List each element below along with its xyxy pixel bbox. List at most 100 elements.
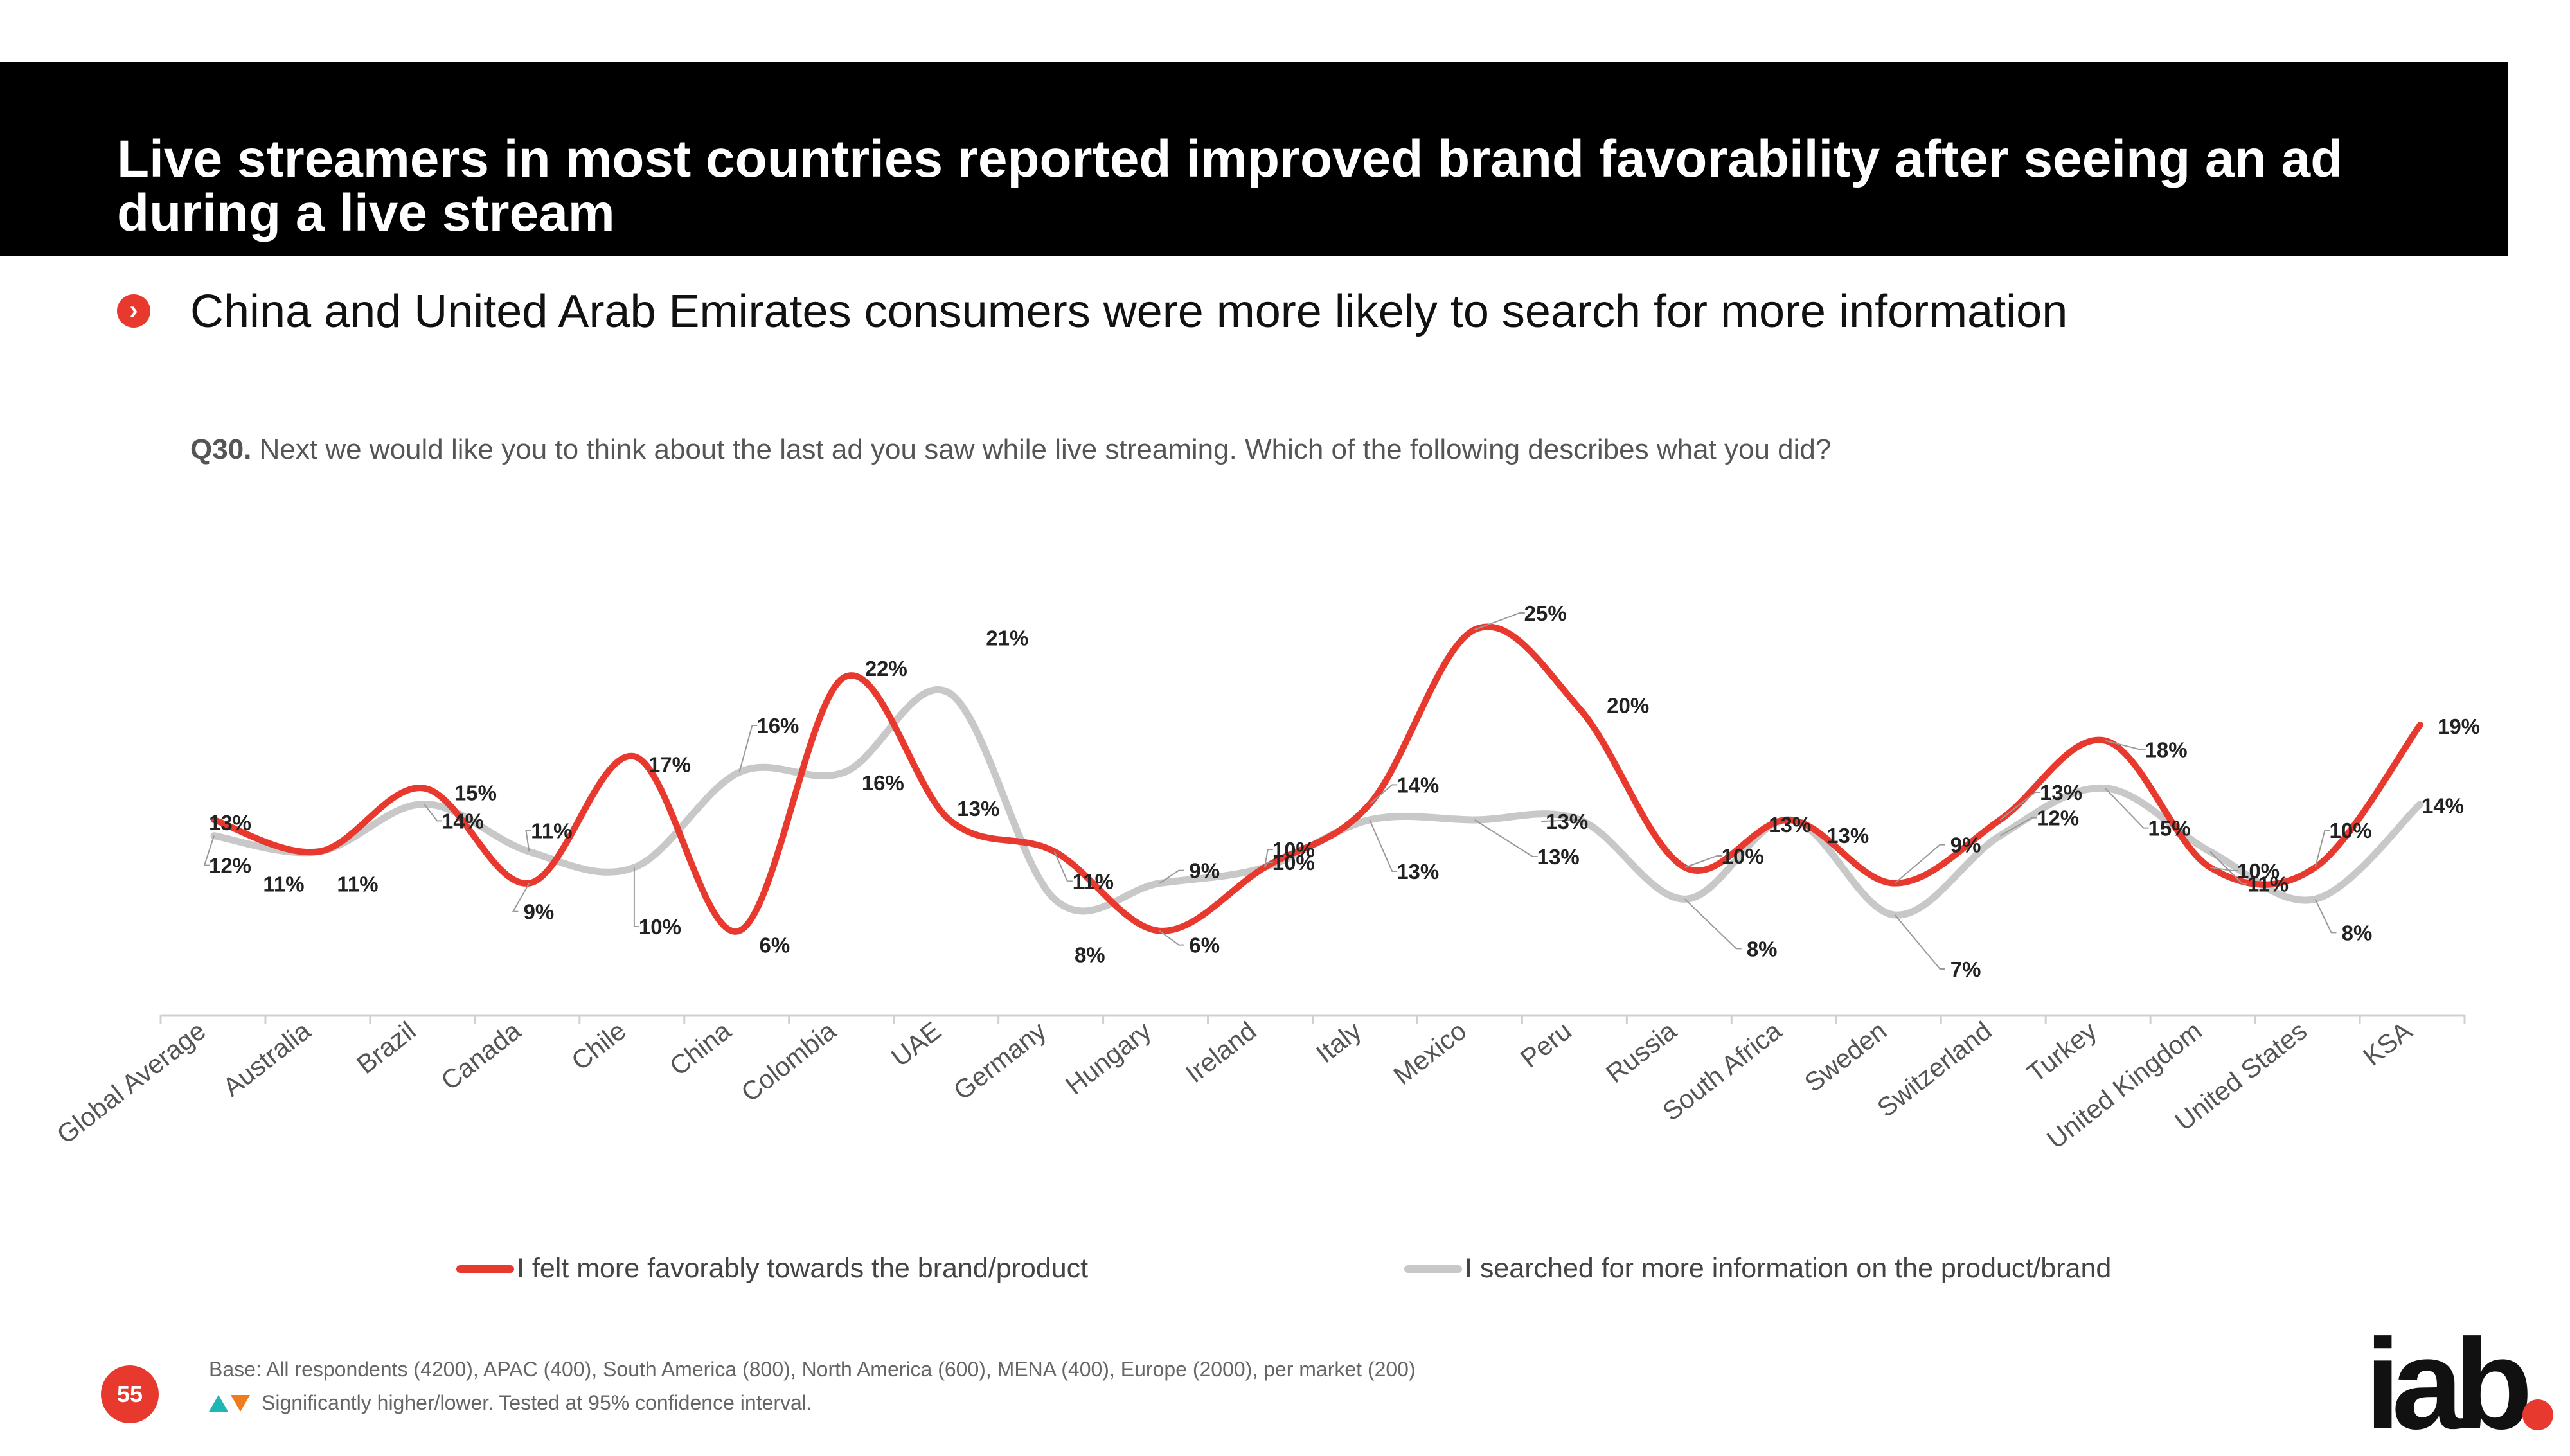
data-label: 21% — [986, 626, 1028, 650]
x-tick-labels: Global Average Australia Brazil Canada Chile… — [51, 1015, 2418, 1154]
leader-line — [1474, 612, 1525, 630]
legend-label-favorable: I felt more favorably towards the brand/… — [517, 1253, 1089, 1284]
data-label: 13% — [957, 797, 999, 821]
leader-line — [1474, 819, 1538, 857]
data-label: 14% — [442, 809, 484, 833]
x-tick-label: Russia — [1600, 1016, 1682, 1089]
x-tick-label: Hungary — [1060, 1016, 1157, 1101]
x-tick-label: Brazil — [351, 1016, 421, 1079]
data-label: 12% — [209, 854, 251, 878]
leader-line — [1053, 851, 1073, 882]
data-label: 11% — [531, 819, 572, 842]
data-label: 25% — [1524, 601, 1567, 625]
leader-line — [2209, 867, 2238, 871]
data-label: 14% — [2422, 794, 2464, 817]
legend-item-searched: I searched for more information on the p… — [1404, 1253, 2111, 1284]
data-label: 8% — [2342, 921, 2373, 945]
series-line-favorable — [211, 623, 2423, 935]
data-label: 9% — [1189, 859, 1220, 883]
significance-note: Significantly higher/lower. Tested at 95… — [209, 1391, 812, 1415]
data-label: 13% — [1546, 810, 1588, 833]
leader-lines — [203, 612, 2337, 970]
data-label: 13% — [1769, 813, 1811, 837]
chevron-right-icon: › — [117, 294, 150, 328]
data-label: 9% — [524, 900, 555, 924]
x-tick-label: Switzerland — [1871, 1016, 1997, 1123]
leader-line — [1999, 791, 2041, 821]
legend-item-favorable: I felt more favorably towards the brand/… — [456, 1253, 1088, 1284]
page-title: Live streamers in most countries reporte… — [117, 130, 2343, 242]
data-label: 11% — [337, 872, 378, 896]
x-tick-label: Chile — [566, 1016, 631, 1076]
leader-line — [2104, 787, 2149, 829]
data-label: 7% — [1950, 957, 1981, 981]
leader-line — [1159, 869, 1184, 884]
data-label: 19% — [2438, 715, 2480, 738]
leader-line — [1541, 819, 1580, 822]
leader-line — [1684, 855, 1722, 868]
data-label: 13% — [209, 811, 251, 835]
series-lines — [210, 623, 2424, 935]
page-number: 55 — [101, 1365, 159, 1423]
leader-line — [1894, 844, 1945, 884]
leader-line — [633, 867, 639, 927]
leader-line — [1263, 862, 1273, 868]
data-label: 6% — [760, 934, 790, 957]
x-tick-label: Turkey — [2021, 1016, 2102, 1088]
data-label: 17% — [648, 752, 691, 776]
x-tick-label: Colombia — [736, 1016, 842, 1108]
x-tick-label: Ireland — [1180, 1016, 1262, 1088]
data-label: 10% — [639, 915, 681, 939]
data-label: 11% — [2247, 872, 2289, 896]
x-axis — [159, 1014, 2466, 1024]
data-label: 10% — [1272, 838, 1315, 862]
leader-line — [1263, 849, 1273, 868]
series-line-searched — [210, 686, 2424, 919]
leader-line — [2209, 851, 2248, 885]
data-label: 10% — [1722, 844, 1764, 868]
x-tick-label: Canada — [435, 1016, 526, 1096]
data-labels: 13% 11% 15% 9% 17% 6% 22% 13% 11% 6% 10% 14% 25% 20% 1… — [209, 601, 2480, 981]
x-tick-label: UAE — [886, 1016, 947, 1072]
leader-line — [2105, 740, 2146, 750]
leader-line — [1369, 819, 1398, 872]
data-label: 15% — [454, 781, 497, 805]
data-label: 8% — [1747, 937, 1778, 961]
x-tick-label: Germany — [948, 1016, 1052, 1106]
leader-line — [1369, 784, 1398, 805]
leader-line — [1684, 898, 1742, 950]
data-label: 8% — [1075, 943, 1105, 966]
data-label: 10% — [2237, 859, 2280, 883]
leader-line — [424, 803, 442, 822]
x-tick-label: Mexico — [1388, 1016, 1472, 1090]
data-label: 20% — [1607, 693, 1649, 717]
data-label: 11% — [263, 872, 304, 896]
legend-swatch-gray — [1404, 1265, 1462, 1273]
subtitle: China and United Arab Emirates consumers… — [190, 286, 2068, 337]
x-tick-label: Global Average — [51, 1016, 211, 1150]
data-label: 6% — [1189, 934, 1220, 957]
x-tick-label: Australia — [217, 1016, 316, 1103]
legend-swatch-red — [456, 1265, 514, 1273]
leader-line — [525, 830, 531, 852]
data-label: 11% — [1073, 869, 1114, 893]
question-label: Q30. — [190, 434, 252, 465]
x-tick-label: Sweden — [1799, 1016, 1892, 1097]
leader-line — [2314, 830, 2330, 868]
data-label: 22% — [865, 657, 907, 680]
iab-logo: iab — [2365, 1313, 2533, 1456]
x-tick-label: Peru — [1515, 1016, 1577, 1074]
x-tick-label: Italy — [1310, 1016, 1367, 1069]
leader-line — [203, 835, 215, 866]
leader-line — [1159, 930, 1184, 946]
data-label: 13% — [1397, 860, 1439, 883]
question-text: Next we would like you to think about th… — [259, 434, 1832, 465]
data-label: 14% — [1397, 773, 1439, 797]
data-label: 16% — [862, 771, 904, 795]
survey-question: Q30. Next we would like you to think abo… — [190, 434, 1831, 466]
x-tick-label: KSA — [2358, 1015, 2418, 1071]
leader-line — [512, 883, 530, 912]
base-note: Base: All respondents (4200), APAC (400)… — [209, 1358, 1416, 1381]
data-label: 16% — [756, 714, 799, 738]
